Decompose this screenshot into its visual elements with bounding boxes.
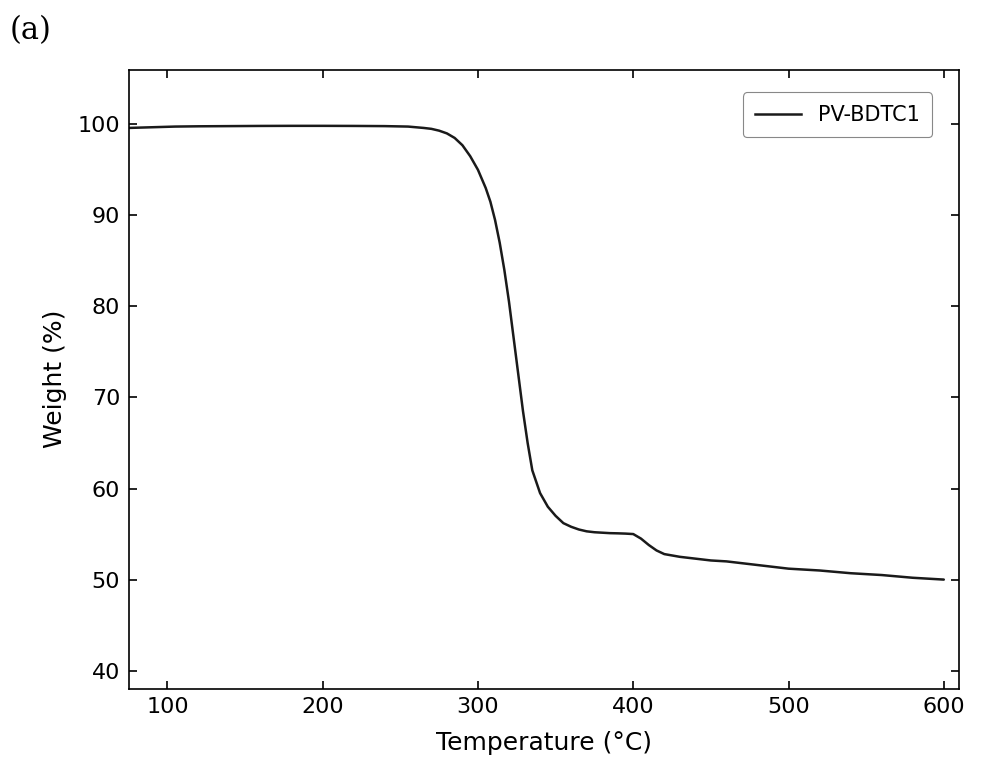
Legend: PV-BDTC1: PV-BDTC1 [743, 92, 933, 138]
X-axis label: Temperature (°C): Temperature (°C) [436, 731, 652, 755]
Y-axis label: Weight (%): Weight (%) [43, 310, 66, 448]
Text: (a): (a) [10, 15, 51, 46]
